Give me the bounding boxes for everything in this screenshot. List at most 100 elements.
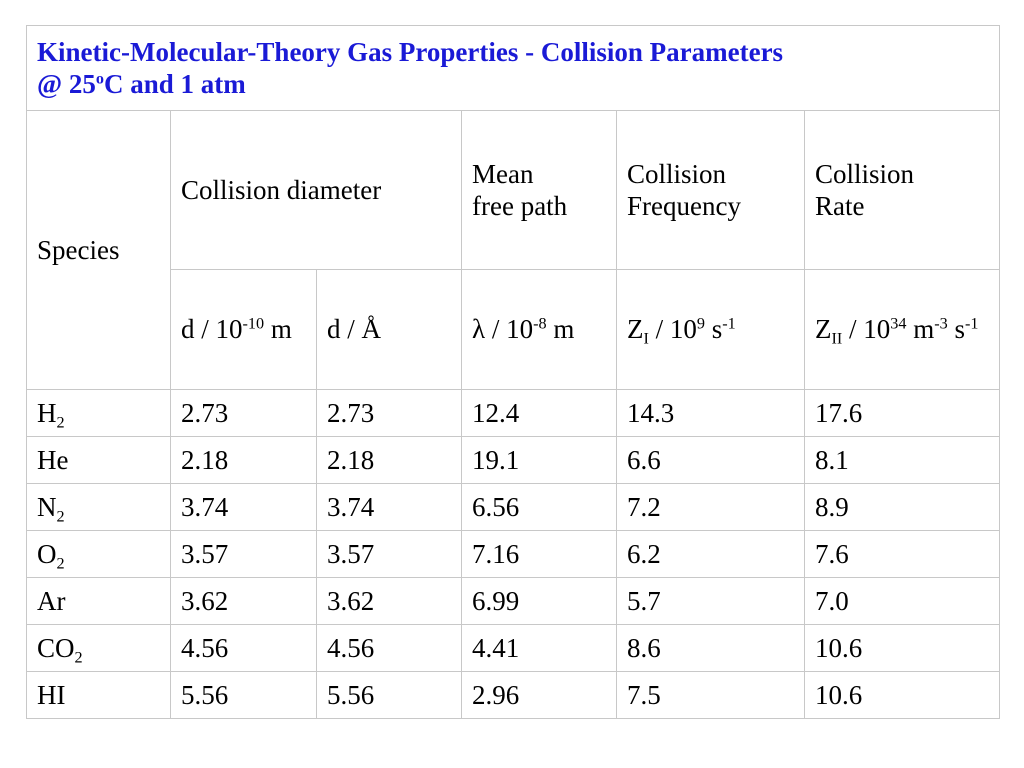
unit-z11-exp3: -1: [965, 314, 979, 333]
z1-cell: 6.6: [616, 436, 805, 484]
species-subscript: 2: [56, 413, 65, 432]
table-row: H2 2.73 2.73 12.4 14.3 17.6: [26, 389, 1001, 437]
title-line2-suffix: C and 1 atm: [103, 69, 246, 99]
unit-z1-prefix: Z: [627, 314, 644, 345]
lambda-cell: 6.99: [461, 577, 617, 625]
d-a-cell: 3.57: [316, 530, 462, 578]
lambda-cell: 7.16: [461, 530, 617, 578]
species-subscript: 2: [74, 648, 83, 667]
z11-cell: 8.1: [803, 436, 1001, 484]
unit-lambda: λ / 10-8 m: [461, 269, 617, 390]
unit-z1-mid: / 10: [648, 314, 697, 345]
table-row: CO2 4.56 4.56 4.41 8.6 10.6: [26, 624, 1001, 672]
d-m-cell: 3.57: [170, 530, 317, 578]
table-row: HI 5.56 5.56 2.96 7.5 10.6: [26, 671, 1001, 719]
unit-lambda-exp: -8: [533, 314, 547, 333]
lambda-cell: 2.96: [461, 671, 617, 719]
species-name: O: [37, 538, 57, 569]
species-name: N: [37, 491, 57, 522]
species-header: Species: [26, 110, 171, 390]
species-cell: H2: [26, 389, 171, 437]
unit-z11-exp2: -3: [934, 314, 948, 333]
collision-rate-header: Collision Rate: [803, 110, 1001, 270]
species-cell: O2: [26, 530, 171, 578]
z1-cell: 5.7: [616, 577, 805, 625]
unit-z1-exp2: -1: [722, 314, 736, 333]
table-row: O2 3.57 3.57 7.16 6.2 7.6: [26, 530, 1001, 578]
collision-frequency-line1: Collision: [627, 158, 727, 189]
z1-cell: 7.5: [616, 671, 805, 719]
lambda-cell: 4.41: [461, 624, 617, 672]
unit-lambda-suffix: m: [546, 314, 575, 345]
z11-cell: 17.6: [803, 389, 1001, 437]
unit-z1-tail: s: [705, 314, 723, 345]
unit-d-m-suffix: m: [264, 314, 292, 345]
unit-z11-mid2: m: [906, 314, 935, 345]
species-name: He: [37, 444, 69, 475]
d-a-cell: 4.56: [316, 624, 462, 672]
species-cell: Ar: [26, 577, 171, 625]
mean-free-path-line1: Mean: [472, 158, 534, 189]
d-m-cell: 3.74: [170, 483, 317, 531]
species-name: CO: [37, 632, 75, 663]
z11-cell: 7.6: [803, 530, 1001, 578]
unit-z11-sub: II: [831, 329, 843, 348]
species-cell: N2: [26, 483, 171, 531]
unit-d-angstrom: d / Å: [316, 269, 462, 390]
d-a-cell: 2.73: [316, 389, 462, 437]
unit-d-m-exp: -10: [242, 314, 265, 333]
collision-diameter-header: Collision diameter: [170, 110, 462, 270]
unit-z11-exp1: 34: [890, 314, 907, 333]
table-row: Ar 3.62 3.62 6.99 5.7 7.0: [26, 577, 1001, 625]
mean-free-path-line2: free path: [472, 191, 568, 221]
table-title: Kinetic-Molecular-Theory Gas Properties …: [25, 25, 1001, 111]
d-a-cell: 5.56: [316, 671, 462, 719]
z1-cell: 6.2: [616, 530, 805, 578]
collision-rate-line1: Collision: [815, 158, 915, 189]
d-m-cell: 2.18: [170, 436, 317, 484]
d-a-cell: 3.62: [316, 577, 462, 625]
species-name: H: [37, 397, 57, 428]
collision-rate-line2: Rate: [815, 191, 865, 221]
title-line1: Kinetic-Molecular-Theory Gas Properties …: [37, 36, 784, 67]
unit-d-m-prefix: d / 10: [181, 314, 243, 345]
unit-z1: ZI / 109 s-1: [616, 269, 805, 390]
lambda-cell: 12.4: [461, 389, 617, 437]
degree-symbol: o: [95, 69, 104, 88]
d-m-cell: 5.56: [170, 671, 317, 719]
unit-z1-sub: I: [643, 329, 649, 348]
collision-frequency-header: Collision Frequency: [616, 110, 805, 270]
species-cell: CO2: [26, 624, 171, 672]
lambda-cell: 19.1: [461, 436, 617, 484]
z11-cell: 7.0: [803, 577, 1001, 625]
unit-z11: ZII / 1034 m-3 s-1: [803, 269, 1001, 390]
z11-cell: 10.6: [803, 671, 1001, 719]
species-cell: HI: [26, 671, 171, 719]
d-a-cell: 2.18: [316, 436, 462, 484]
species-subscript: 2: [56, 507, 65, 526]
z1-cell: 8.6: [616, 624, 805, 672]
table-row: N2 3.74 3.74 6.56 7.2 8.9: [26, 483, 1001, 531]
table-row: He 2.18 2.18 19.1 6.6 8.1: [26, 436, 1001, 484]
d-m-cell: 2.73: [170, 389, 317, 437]
z1-cell: 7.2: [616, 483, 805, 531]
collision-parameters-table: Kinetic-Molecular-Theory Gas Properties …: [25, 25, 1001, 719]
d-a-cell: 3.74: [316, 483, 462, 531]
d-m-cell: 3.62: [170, 577, 317, 625]
unit-z11-tail: s: [947, 314, 965, 345]
unit-d-meters: d / 10-10 m: [170, 269, 317, 390]
lambda-cell: 6.56: [461, 483, 617, 531]
z1-cell: 14.3: [616, 389, 805, 437]
unit-z11-mid: / 10: [842, 314, 891, 345]
species-name: HI: [37, 679, 66, 710]
unit-z11-prefix: Z: [815, 314, 832, 345]
mean-free-path-header: Mean free path: [461, 110, 617, 270]
species-subscript: 2: [56, 554, 65, 573]
species-cell: He: [26, 436, 171, 484]
z11-cell: 10.6: [803, 624, 1001, 672]
title-line2-prefix: @ 25: [37, 69, 96, 99]
unit-z1-exp1: 9: [696, 314, 705, 333]
collision-frequency-line2: Frequency: [627, 191, 741, 221]
unit-lambda-prefix: λ / 10: [472, 314, 534, 345]
species-name: Ar: [37, 585, 66, 616]
